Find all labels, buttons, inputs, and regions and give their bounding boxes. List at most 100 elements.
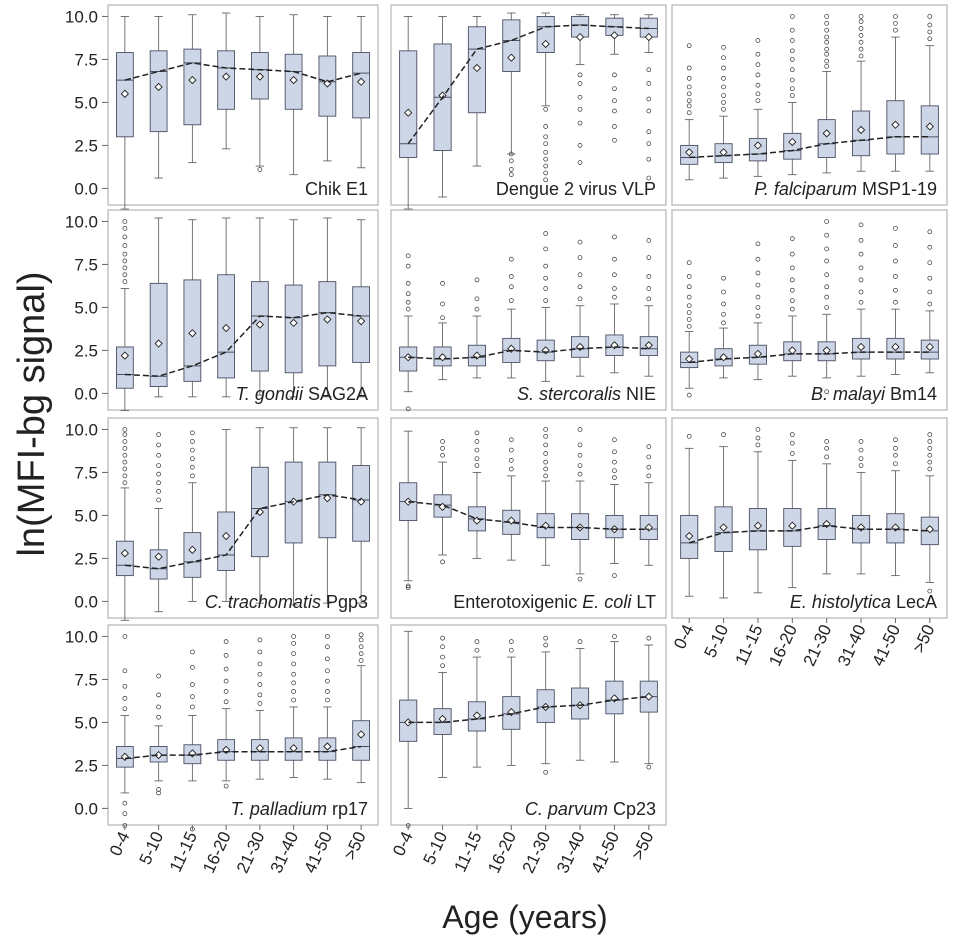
outlier-point	[474, 463, 480, 468]
outlier-point	[156, 452, 161, 458]
panel-title-part: Chik E1	[305, 179, 368, 199]
outlier-point	[789, 236, 795, 241]
outlier-point	[612, 86, 617, 92]
mean-marker	[610, 31, 619, 40]
box->50	[639, 238, 658, 377]
outlier-point	[325, 678, 330, 684]
panel-title: C. parvum Cp23	[525, 799, 656, 819]
mean-marker	[404, 497, 413, 506]
x-tick-label: 5-10	[136, 829, 168, 868]
outlier-point	[543, 286, 549, 291]
outlier-point	[927, 432, 933, 437]
panel-title-part: S. stercoralis	[517, 384, 621, 404]
outlier-point	[257, 649, 263, 655]
outlier-point	[686, 323, 692, 329]
outlier-point	[190, 704, 195, 710]
outlier-point	[577, 239, 583, 245]
iqr-box	[149, 50, 168, 133]
box-11-15	[183, 219, 202, 398]
mean-marker	[925, 525, 934, 534]
x-tick-label: 11-15	[451, 829, 486, 875]
median-trend-line	[408, 346, 649, 360]
outlier-point	[686, 274, 692, 279]
outlier-point	[686, 110, 692, 116]
box-41-50	[605, 634, 624, 763]
outlier-point	[543, 427, 549, 432]
outlier-point	[543, 473, 549, 479]
outlier-point	[721, 45, 726, 50]
mean-marker	[856, 342, 866, 352]
outlier-point	[893, 20, 898, 26]
outlier-point	[612, 72, 617, 78]
outlier-point	[577, 143, 583, 148]
outlier-point	[291, 671, 296, 677]
outlier-point	[543, 433, 549, 439]
y-tick-label: 10.0	[65, 212, 98, 231]
outlier-point	[122, 695, 128, 701]
x-tick-label: 5-10	[420, 829, 452, 868]
box-31-40	[284, 427, 303, 606]
mean-marker	[438, 714, 447, 724]
outlier-point	[755, 256, 761, 262]
box->50	[920, 14, 939, 172]
outlier-point	[508, 167, 514, 172]
outlier-point	[646, 274, 652, 279]
outlier-point	[122, 272, 128, 278]
outlier-point	[508, 639, 514, 644]
panel-title-part: LecA	[891, 592, 937, 612]
outlier-point	[257, 701, 263, 706]
outlier-point	[686, 310, 692, 315]
outlier-point	[508, 466, 514, 472]
x-tick-label: 41-50	[868, 622, 904, 669]
outlier-point	[824, 58, 830, 64]
outlier-point	[508, 647, 514, 653]
outlier-point	[612, 234, 617, 240]
outlier-point	[257, 167, 263, 172]
outlier-point	[789, 67, 795, 73]
box-0-4	[115, 219, 134, 412]
outlier-point	[508, 151, 514, 157]
mean-marker	[154, 750, 163, 760]
outlier-point	[721, 65, 726, 71]
outlier-point	[543, 134, 549, 140]
outlier-point	[122, 432, 128, 437]
iqr-box	[399, 50, 418, 158]
outlier-point	[257, 661, 263, 667]
box-0-4	[399, 430, 418, 590]
outlier-point	[893, 452, 898, 458]
x-tick-label: 5-10	[701, 622, 733, 661]
outlier-point	[405, 583, 411, 589]
outlier-point	[156, 692, 161, 698]
mean-marker	[753, 141, 763, 150]
box->50	[352, 219, 371, 398]
outlier-point	[577, 463, 583, 468]
outlier-point	[824, 20, 830, 26]
outlier-point	[789, 86, 795, 92]
mean-marker	[323, 315, 332, 324]
panel-title-part: E. histolytica	[790, 592, 891, 612]
outlier-point	[824, 272, 830, 278]
outlier-point	[405, 406, 411, 412]
outlier-point	[122, 265, 128, 271]
outlier-point	[223, 653, 229, 658]
outlier-point	[325, 644, 330, 650]
outlier-point	[824, 389, 830, 395]
outlier-point	[858, 53, 864, 59]
outlier-point	[789, 451, 795, 456]
box-16-20	[217, 12, 236, 150]
outlier-point	[543, 466, 549, 472]
panel-title-part: rp17	[327, 799, 368, 819]
outlier-point	[440, 452, 445, 458]
box-21-30	[817, 14, 836, 174]
outlier-point	[474, 647, 480, 653]
mean-marker	[685, 531, 694, 541]
box-41-50	[318, 634, 337, 780]
outlier-point	[646, 255, 652, 260]
outlier-point	[721, 311, 726, 317]
outlier-point	[686, 433, 692, 439]
outlier-point	[440, 559, 445, 565]
outlier-point	[789, 265, 795, 271]
box-16-20	[217, 639, 236, 789]
outlier-point	[440, 644, 445, 650]
outlier-point	[508, 172, 514, 177]
